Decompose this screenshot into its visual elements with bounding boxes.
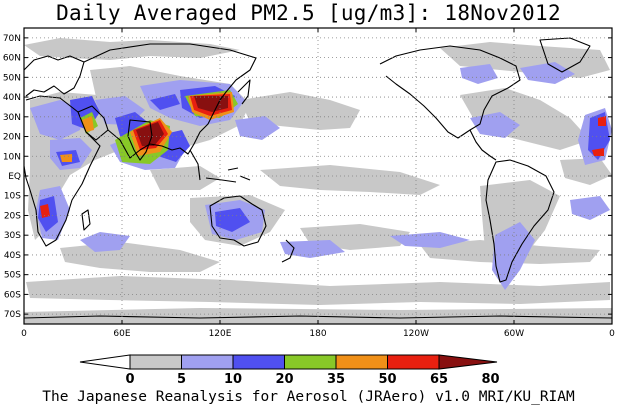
lon-tick-label: 0	[609, 329, 615, 339]
colorbar-level-label: 65	[430, 372, 448, 387]
lon-tick-label: 180	[309, 329, 326, 339]
colorbar-segment	[129, 354, 182, 370]
colorbar-level-label: 10	[224, 372, 242, 387]
colorbar-level-label: 35	[327, 372, 345, 387]
lat-tick-label: EQ	[8, 172, 21, 182]
lat-tick-label: 50S	[4, 271, 21, 281]
lat-tick-label: 60N	[3, 54, 21, 64]
credit-line: The Japanese Reanalysis for Aerosol (JRA…	[42, 389, 575, 405]
colorbar-segment	[284, 354, 337, 370]
lat-tick-label: 30S	[4, 231, 21, 241]
lat-tick-label: 70N	[3, 34, 21, 44]
lat-tick-label: 50N	[3, 73, 21, 83]
coastlines	[24, 37, 612, 319]
lon-tick-label: 60W	[504, 329, 524, 339]
colorbar: 0 5 10 20 35 50 65 80	[79, 354, 500, 387]
graticule	[24, 28, 612, 324]
colorbar-level-label: 20	[275, 372, 293, 387]
lon-tick-label: 0	[21, 329, 27, 339]
lat-tick-label: 40N	[3, 93, 21, 103]
colorbar-level-label: 50	[378, 372, 396, 387]
lon-tick-label: 120E	[209, 329, 232, 339]
lat-tick-label: 10N	[3, 152, 21, 162]
colorbar-level-label: 80	[481, 372, 499, 387]
map-title: Daily Averaged PM2.5 [ug/m3]: 18Nov2012	[56, 1, 561, 25]
colorbar-segment	[181, 354, 234, 370]
axes: 70N 60N 50N 40N 30N 20N 10N EQ 10S 20S 30S 40S 50S 60…	[3, 28, 615, 339]
colorbar-arrow-high	[438, 354, 498, 370]
lat-tick-label: 60S	[4, 290, 21, 300]
colorbar-arrow-low	[79, 354, 131, 370]
colorbar-level-label: 5	[177, 372, 186, 387]
colorbar-segment	[387, 354, 440, 370]
colorbar-level-label: 0	[125, 372, 134, 387]
lon-tick-label: 60E	[113, 329, 130, 339]
lat-tick-label: 30N	[3, 113, 21, 123]
colorbar-segment	[232, 354, 285, 370]
lat-tick-label: 10S	[4, 192, 21, 202]
lat-tick-label: 20S	[4, 211, 21, 221]
lat-tick-label: 20N	[3, 133, 21, 143]
lon-tick-label: 120W	[403, 329, 429, 339]
colorbar-segment	[335, 354, 388, 370]
lat-tick-label: 40S	[4, 251, 21, 261]
lat-tick-label: 70S	[4, 310, 21, 320]
